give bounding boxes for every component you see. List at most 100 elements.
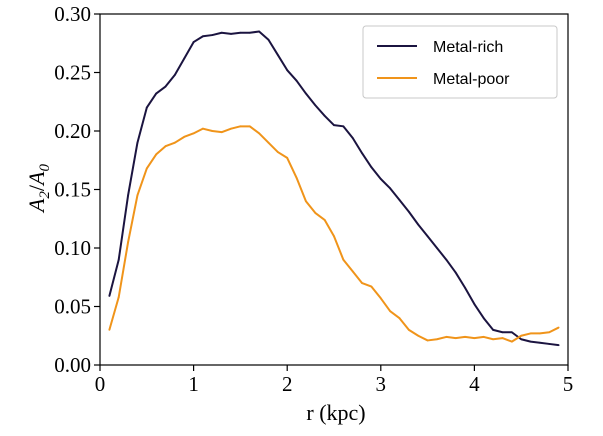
data-point-metal-rich [473,303,476,306]
data-point-metal-rich [379,178,382,180]
data-point-metal-poor [323,219,326,221]
data-point-metal-rich [314,104,317,107]
data-point-metal-rich [220,31,223,34]
data-point-metal-poor [492,338,495,341]
data-point-metal-poor [305,200,307,203]
data-point-metal-poor [136,194,139,197]
data-point-metal-poor [117,296,120,299]
data-point-metal-poor [183,135,186,138]
data-point-metal-rich [539,341,541,344]
data-point-metal-rich [295,79,298,82]
data-point-metal-rich [258,30,261,33]
data-point-metal-rich [482,317,485,320]
data-point-metal-poor [276,151,279,153]
x-axis-label: r (kpc) [306,400,365,425]
data-point-metal-poor [164,145,167,148]
series-layer [108,30,560,347]
y-tick-label: 0.10 [54,236,91,260]
data-point-metal-poor [239,125,242,128]
data-point-metal-poor [389,310,392,313]
y-tick-label: 0.25 [54,61,91,85]
data-point-metal-poor [267,141,270,144]
data-point-metal-rich [211,34,214,36]
data-point-metal-rich [454,271,457,274]
data-point-metal-rich [529,340,532,343]
data-point-metal-rich [464,286,466,289]
svg-text:A2/A0: A2/A0 [24,163,53,214]
data-point-metal-rich [145,106,148,109]
data-point-metal-rich [323,114,326,117]
data-point-metal-rich [342,125,345,128]
data-point-metal-poor [333,235,335,238]
data-point-metal-poor [220,131,223,134]
data-point-metal-rich [510,331,513,334]
data-point-metal-rich [248,31,251,34]
data-point-metal-rich [501,331,504,334]
data-point-metal-poor [417,334,420,337]
data-point-metal-rich [436,247,438,249]
data-point-metal-rich [305,92,307,95]
data-point-metal-poor [370,285,373,288]
data-point-metal-rich [389,187,392,190]
data-point-metal-poor [510,340,513,343]
y-tick-label: 0.05 [54,295,91,319]
data-point-metal-rich [239,31,242,34]
data-point-metal-poor [426,339,429,342]
data-point-metal-poor [173,141,176,144]
x-tick-label: 4 [469,372,480,396]
data-point-metal-poor [202,127,204,130]
data-point-metal-rich [183,57,186,60]
data-point-metal-poor [398,317,401,320]
data-point-metal-poor [295,176,298,179]
data-point-metal-rich [398,199,401,201]
data-point-metal-rich [445,258,448,261]
data-point-metal-rich [548,343,551,345]
x-tick-label: 2 [282,372,293,396]
data-point-metal-poor [557,326,560,329]
data-point-metal-rich [108,295,111,297]
legend-label-metal-rich: Metal-rich [433,39,503,56]
data-point-metal-rich [557,344,560,347]
data-point-metal-poor [482,336,485,338]
data-point-metal-rich [426,235,429,238]
data-point-metal-poor [314,212,317,214]
data-point-metal-poor [108,329,111,331]
data-point-metal-poor [192,132,195,135]
data-point-metal-rich [286,69,289,72]
data-point-metal-poor [539,332,541,335]
data-point-metal-rich [117,258,120,261]
data-point-metal-rich [370,166,373,169]
x-tick-label: 0 [95,372,106,396]
data-point-metal-rich [333,124,335,127]
data-point-metal-poor [155,153,158,156]
data-point-metal-poor [473,337,476,339]
data-point-metal-poor [342,258,345,261]
data-point-metal-rich [361,152,363,155]
data-point-metal-rich [202,35,204,38]
data-point-metal-poor [464,336,466,338]
data-point-metal-poor [454,337,457,339]
data-point-metal-poor [529,332,532,335]
data-point-metal-poor [145,167,148,170]
y-tick-label: 0.20 [54,119,91,143]
data-point-metal-rich [351,137,354,139]
data-point-metal-rich [192,41,195,43]
x-tick-label: 5 [563,372,574,396]
series-line-metal-poor [108,125,560,343]
legend-label-metal-poor: Metal-poor [433,71,510,88]
y-tick-label: 0.00 [54,353,91,377]
y-axis: 0.00 0.05 0.10 0.15 0.20 0.25 0.30 [54,2,100,377]
data-point-metal-poor [407,329,410,331]
data-point-metal-poor [127,241,129,244]
data-point-metal-rich [492,329,495,331]
data-point-metal-poor [361,282,363,284]
data-point-metal-poor [351,270,354,273]
data-point-metal-rich [520,338,523,341]
data-point-metal-poor [230,127,232,130]
data-point-metal-rich [136,141,139,144]
data-point-metal-rich [173,73,176,76]
x-tick-label: 1 [188,372,199,396]
data-point-metal-rich [127,194,129,197]
data-point-metal-rich [164,85,167,88]
